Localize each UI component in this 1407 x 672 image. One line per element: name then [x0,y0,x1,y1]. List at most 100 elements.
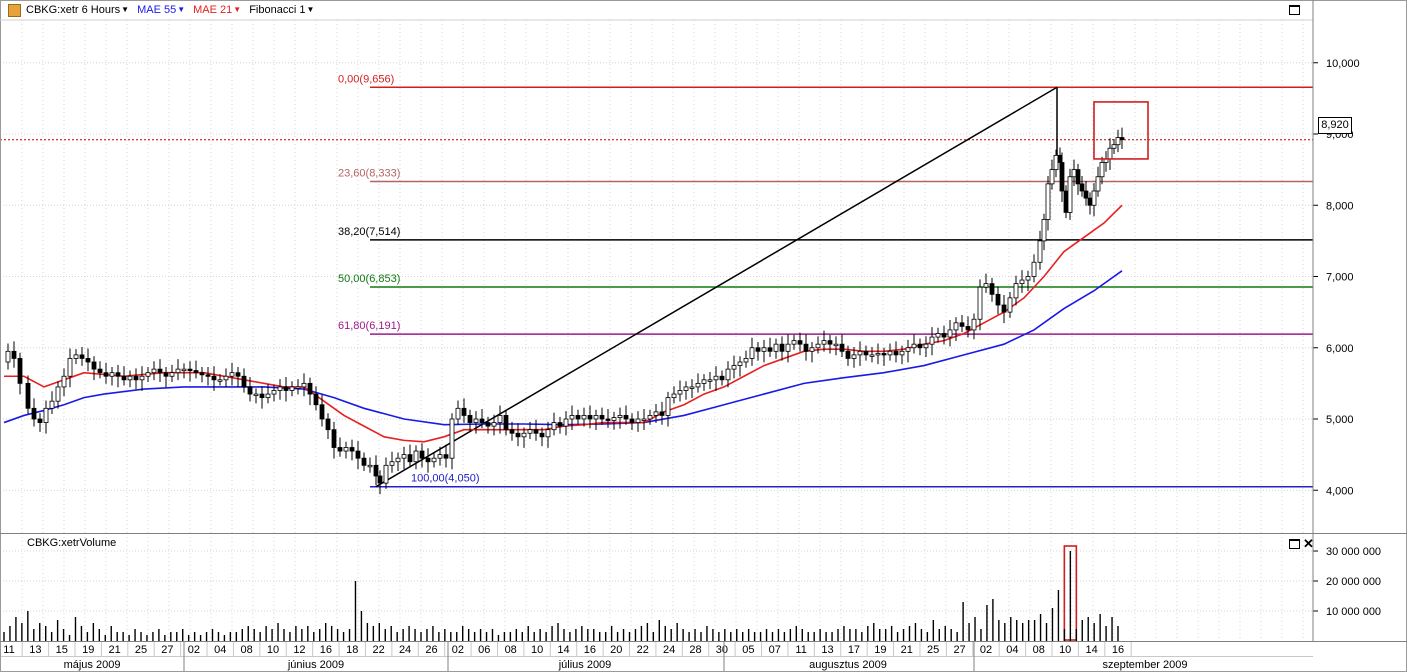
indicator-fibonacci[interactable]: Fibonacci 1▼ [249,4,314,16]
candle-body [605,418,611,421]
candle-body [169,372,175,377]
candle-body [707,379,713,382]
candle-body [479,418,485,423]
x-tick-label: 22 [373,644,385,656]
candle-body [407,454,413,463]
x-tick-label: 30 [716,644,728,656]
candle-body [1045,183,1051,220]
candle-body [629,418,635,423]
month-label: június 2009 [287,659,344,671]
candle-body [223,375,229,381]
candle-body [73,354,79,359]
x-tick-label: 04 [1006,644,1018,656]
fib-label: 23,60(8,333) [338,168,400,180]
candle-body [593,415,599,420]
x-tick-label: 11 [3,644,14,656]
maximize-volume-panel-icon[interactable] [1289,539,1300,549]
x-tick-label: 20 [610,644,622,656]
candle-body [253,393,259,396]
candle-body [313,393,319,406]
candle-body [1071,169,1077,178]
candle-body [115,372,121,377]
candle-body [863,350,869,356]
volume-panel: 30 000 000 20 000 000 10 000 000 [0,546,1381,641]
maximize-price-panel-icon[interactable] [1289,5,1300,15]
candle-body [383,464,389,484]
candle-body [893,350,899,356]
x-tick-label: 05 [742,644,754,656]
candle-body [5,350,11,363]
candle-body [181,368,187,372]
candle-body [659,411,665,416]
indicator-mae21[interactable]: MAE 21▼ [193,4,241,16]
instrument-selector[interactable]: CBKG:xetr 6 Hours▼ [26,4,129,16]
month-label: május 2009 [64,659,121,671]
candle-body [761,347,767,352]
chart-logo-icon[interactable] [8,4,21,17]
time-axis: 11 13 15 19 21 25 27 02 04 08 10 12 16 18 22 24 26 02 06 08… [0,642,1313,672]
candle-body [389,461,395,466]
fibonacci-trendline [375,86,1058,488]
candle-body [43,407,49,423]
close-volume-panel-icon[interactable]: ✕ [1303,536,1314,551]
candle-body [229,372,235,377]
candle-body [617,415,623,418]
candle-body [917,343,923,349]
candle-body [779,343,785,352]
candle-body [325,418,331,431]
x-tick-label: 19 [874,644,886,656]
candle-body [581,415,587,420]
candlesticks [5,127,1125,495]
x-tick-label: 16 [1112,644,1124,656]
candle-body [377,475,383,484]
candle-body [647,415,653,420]
candle-body [1115,137,1121,146]
y-tick-label: 5,000 [1326,414,1354,426]
candle-body [301,382,307,388]
candle-body [533,429,539,434]
candle-body [575,415,581,420]
candle-body [815,343,821,349]
x-tick-label: 13 [821,644,833,656]
price-grid [0,20,1313,641]
candle-body [743,358,749,363]
candle-body [635,418,641,423]
candle-body [1087,197,1093,206]
fib-label: 100,00(4,050) [411,473,480,485]
candle-body [1037,240,1043,263]
chart-header: CBKG:xetr 6 Hours▼ MAE 55▼ MAE 21▼ Fibon… [0,0,314,20]
candle-body [515,432,521,438]
candle-body [343,447,349,452]
candle-body [265,393,271,399]
fib-label: 61,80(6,191) [338,320,400,332]
x-tick-label: 08 [1033,644,1045,656]
candle-body [827,340,833,345]
x-tick-label: 16 [320,644,332,656]
x-tick-label: 04 [214,644,226,656]
fib-label: 38,20(7,514) [338,226,400,238]
candle-body [109,372,115,377]
volume-y-tick-label: 30 000 000 [1326,546,1381,558]
indicator-mae55[interactable]: MAE 55▼ [137,4,185,16]
candle-body [461,407,467,416]
x-tick-label: 13 [29,644,41,656]
candle-body [611,417,617,421]
candle-body [193,370,199,374]
candle-body [539,432,545,438]
candle-body [929,336,935,345]
y-tick-label: 8,000 [1326,200,1354,212]
candle-body [199,372,205,376]
candle-body [49,400,55,409]
x-tick-label: 08 [241,644,253,656]
candle-body [1019,279,1025,285]
candle-body [671,393,677,399]
x-tick-label: 02 [188,644,200,656]
fib-label: 50,00(6,853) [338,273,400,285]
candle-body [965,325,971,331]
candle-body [355,450,361,459]
y-tick-label: 7,000 [1326,272,1354,284]
x-tick-label: 08 [505,644,517,656]
caret-down-icon: ▼ [306,5,315,14]
candle-body [271,390,277,395]
candle-body [187,368,193,372]
